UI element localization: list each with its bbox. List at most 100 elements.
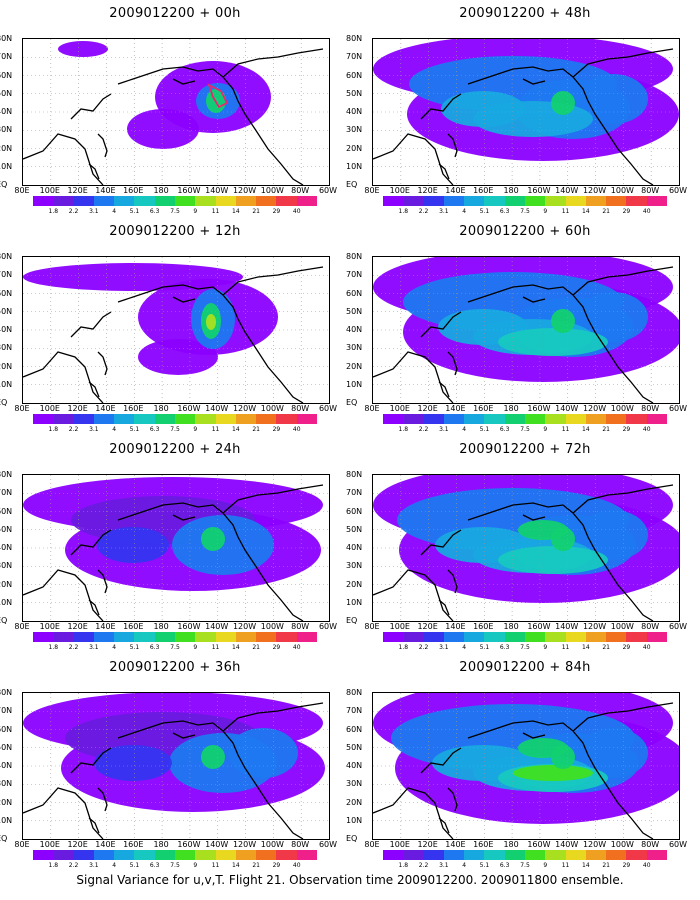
colorbar-label: 3.1 [89, 208, 99, 215]
map-panel: 2009012200 + 60h 80N 70N 60N 50N 40N 30N 20N 10N… [346, 218, 700, 440]
colorbar-swatch [195, 850, 216, 860]
colorbar-swatch [93, 850, 115, 860]
colorbar-label: 40 [292, 426, 301, 433]
panel-title: 2009012200 + 48h [459, 6, 591, 21]
map-panel: 2009012200 + 00h 80N 70N 60N 50N 40N 30N 20N 10N… [0, 0, 350, 222]
colorbar-label: 4 [462, 644, 467, 651]
longitude-label: 100E [389, 186, 410, 195]
variance-shading [228, 728, 298, 778]
panel-title: 2009012200 + 12h [109, 224, 241, 239]
latitude-label: 60N [346, 724, 363, 734]
coastline [117, 502, 224, 521]
colorbar-swatch [383, 414, 404, 424]
latitude-label: EQ [346, 834, 358, 843]
map-panel: 2009012200 + 84h 80N 70N 60N 50N 40N 30N 20N 10N… [346, 654, 700, 876]
colorbar-swatch [276, 414, 297, 424]
longitude-label: 100W [260, 840, 284, 849]
map-canvas [373, 475, 679, 621]
panel-title: 2009012200 + 00h [109, 6, 241, 21]
colorbar-swatch [134, 850, 155, 860]
colorbar-label: 4 [112, 644, 117, 651]
latitude-label: 80N [346, 688, 363, 697]
colorbar-label: 5.1 [129, 426, 140, 433]
colorbar-label: 9 [543, 208, 548, 215]
map-canvas [373, 39, 679, 185]
latitude-label: 30N [346, 779, 363, 789]
longitude-label: 80W [291, 840, 310, 849]
colorbar-swatch [195, 414, 216, 424]
colorbar-swatch [545, 632, 566, 642]
latitude-label: 40N [0, 543, 13, 552]
longitude-label: 140W [555, 186, 579, 195]
variance-map [22, 474, 330, 622]
latitude-label: 10N [346, 379, 363, 389]
coastline [23, 787, 104, 839]
longitude-label: 160E [123, 840, 144, 849]
variance-shading [473, 101, 593, 137]
colorbar-swatch [423, 414, 444, 424]
colorbar-swatch [256, 632, 277, 642]
coastline [23, 351, 104, 403]
coastline [70, 747, 112, 774]
colorbar-swatch [215, 414, 236, 424]
map-panel: 2009012200 + 12h 80N 70N 60N 50N 40N 30N 20N 10N… [0, 218, 350, 440]
colorbar-swatch [484, 414, 505, 424]
colorbar-swatch [585, 850, 607, 860]
coastline [88, 817, 100, 834]
longitude-label: 160E [473, 840, 494, 849]
colorbar-label: 7.5 [170, 208, 180, 215]
colorbar-swatch [235, 196, 257, 206]
longitude-label: 120W [232, 404, 257, 413]
longitude-label: 80W [291, 622, 310, 631]
latitude-label: 50N [346, 306, 363, 316]
colorbar-label: 2.2 [418, 208, 429, 215]
colorbar-swatch [443, 414, 465, 424]
longitude-label: 100W [610, 840, 634, 849]
colorbar-label: 6.3 [149, 862, 160, 869]
colorbar-swatch [423, 632, 444, 642]
colorbar-swatch [174, 632, 196, 642]
longitude-label: 80W [641, 622, 660, 631]
coastline [222, 702, 324, 732]
colorbar-label: 4 [112, 862, 117, 869]
colorbar-swatch [134, 414, 155, 424]
colorbar-swatch [256, 196, 277, 206]
coastline [467, 720, 574, 739]
longitude-label: 100E [389, 404, 410, 413]
colorbar-swatch [296, 632, 317, 642]
longitude-label: 160W [527, 404, 551, 413]
latitude-label: EQ [0, 398, 8, 407]
coastline [438, 817, 450, 834]
longitude-label: 160W [527, 840, 551, 849]
longitude-label: 60W [318, 186, 338, 195]
colorbar-label: 6.3 [149, 644, 160, 651]
colorbar-label: 7.5 [520, 426, 530, 433]
panel-title: 2009012200 + 60h [459, 224, 591, 239]
colorbar-label: 2.2 [418, 862, 429, 869]
colorbar-swatch [215, 850, 236, 860]
latitude-label: 60N [0, 70, 13, 80]
longitude-label: 100E [39, 622, 60, 631]
latitude-label: 50N [0, 524, 13, 534]
latitude-label: 10N [346, 597, 363, 607]
colorbar-swatch [53, 414, 74, 424]
coastline [438, 599, 450, 616]
colorbar-label: 40 [292, 644, 301, 651]
colorbar-label: 40 [642, 862, 651, 869]
colorbar-label: 2.2 [68, 208, 79, 215]
colorbar-swatch [296, 196, 317, 206]
colorbar-label: 21 [602, 426, 610, 433]
colorbar-swatch [565, 196, 586, 206]
colorbar-label: 9 [193, 208, 198, 215]
colorbar-label: 2.2 [68, 426, 79, 433]
longitude-label: 100E [389, 840, 410, 849]
variance-shading [498, 546, 608, 574]
longitude-label: 120E [417, 404, 438, 413]
coastline [97, 569, 108, 594]
coastline [447, 787, 458, 812]
colorbar-swatch [256, 850, 277, 860]
longitude-label: 100E [39, 186, 60, 195]
variance-map [372, 474, 680, 622]
longitude-label: 140E [445, 840, 466, 849]
colorbar-swatch [464, 196, 485, 206]
